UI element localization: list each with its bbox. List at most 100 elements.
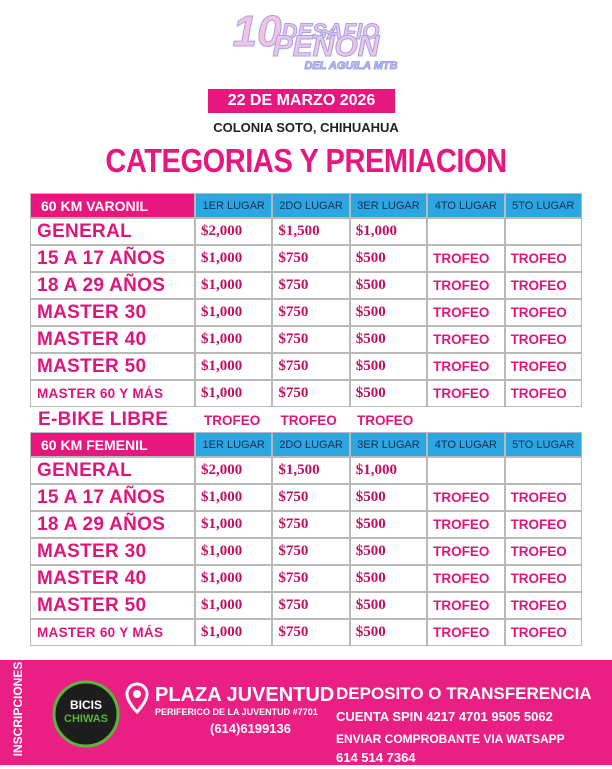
prize: $1,000 — [195, 565, 273, 592]
prize-table: 60 KM FEMENIL 1ER LUGAR 2DO LUGAR 3ER LUGAR… — [30, 432, 582, 646]
address: PERIFERICO DE LA JUVENTUD #7701 — [155, 707, 318, 717]
column-header: 4TO LUGAR — [427, 432, 505, 457]
prize: $1,000 — [195, 353, 273, 380]
prize: $750 — [272, 565, 350, 592]
prize: $500 — [349, 326, 428, 353]
instructions: ENVIAR COMPROBANTE VIA WATSAPP — [336, 732, 565, 746]
date-banner: 22 DE MARZO 2026 — [208, 89, 395, 113]
empty-cell — [504, 457, 582, 484]
logo-edition: 10 — [232, 7, 282, 56]
prize: TROFEO — [504, 272, 582, 299]
prize: $1,000 — [195, 245, 273, 272]
ebike-prize: TROFEO — [204, 413, 261, 428]
prize: TROFEO — [504, 245, 582, 272]
prize: TROFEO — [427, 592, 505, 619]
prize: TROFEO — [427, 299, 505, 326]
payment-title: DEPOSITO O TRANSFERENCIA — [336, 684, 592, 703]
prize: TROFEO — [427, 619, 505, 646]
prize: $500 — [349, 538, 428, 565]
prize: $1,000 — [195, 380, 273, 407]
category: 15 A 17 AÑOS — [30, 484, 195, 511]
prize: $1,000 — [195, 299, 273, 326]
prize: TROFEO — [504, 380, 582, 407]
logo-line1: DESAFIO — [281, 19, 380, 45]
empty-cell — [427, 218, 505, 245]
logo: 10DESAFIO — [0, 7, 612, 56]
table-row: GENERAL $2,000 $1,500 $1,000 — [30, 218, 582, 245]
category: MASTER 30 — [30, 299, 195, 326]
ebike-row: E-BIKE LIBRE TROFEO TROFEO TROFEO — [38, 409, 588, 433]
table-heading: 60 KM VARONIL — [30, 193, 195, 218]
category: MASTER 50 — [30, 592, 195, 619]
header-row: 60 KM FEMENIL 1ER LUGAR 2DO LUGAR 3ER LUGAR… — [30, 432, 582, 457]
column-header: 1ER LUGAR — [195, 432, 273, 457]
prize: $750 — [272, 245, 350, 272]
prize: $1,000 — [195, 326, 273, 353]
category: MASTER 40 — [30, 565, 195, 592]
prize: $500 — [349, 299, 428, 326]
table-row: MASTER 50 $1,000 $750 $500 TROFEO TROFEO — [30, 353, 582, 380]
prize: $750 — [272, 619, 350, 646]
prize: $500 — [349, 380, 428, 407]
prize: TROFEO — [427, 245, 505, 272]
column-header: 2DO LUGAR — [272, 193, 350, 218]
table-row: MASTER 60 Y MÁS $1,000 $750 $500 TROFEO TROFE… — [30, 380, 582, 407]
prize: TROFEO — [427, 380, 505, 407]
title: CATEGORIAS Y PREMIACION — [105, 142, 507, 179]
prize: $1,500 — [272, 457, 350, 484]
table-row: 18 A 29 AÑOS $1,000 $750 $500 TROFEO TROFEO — [30, 272, 582, 299]
prize: $750 — [272, 538, 350, 565]
column-header: 2DO LUGAR — [272, 432, 350, 457]
phone: (614)6199136 — [210, 721, 291, 736]
category: MASTER 50 — [30, 353, 195, 380]
category: MASTER 30 — [30, 538, 195, 565]
table-row: MASTER 30 $1,000 $750 $500 TROFEO TROFEO — [30, 299, 582, 326]
prize: $500 — [349, 484, 428, 511]
prize: TROFEO — [427, 353, 505, 380]
shop-name: CHIWAS — [64, 713, 108, 725]
column-header: 4TO LUGAR — [427, 193, 505, 218]
ebike-label: E-BIKE LIBRE — [38, 409, 169, 430]
prize: TROFEO — [427, 511, 505, 538]
prize: $750 — [272, 326, 350, 353]
prize-table: 60 KM VARONIL 1ER LUGAR 2DO LUGAR 3ER LUGAR… — [30, 193, 582, 407]
column-header: 5TO LUGAR — [504, 193, 582, 218]
prize: $1,000 — [195, 592, 273, 619]
prize: $500 — [349, 245, 428, 272]
prize: TROFEO — [504, 299, 582, 326]
category: GENERAL — [30, 457, 195, 484]
column-header: 3ER LUGAR — [349, 432, 428, 457]
prize: $500 — [349, 353, 428, 380]
prize: TROFEO — [504, 565, 582, 592]
prize: $2,000 — [195, 218, 273, 245]
side-label: INSCRIPCIONES — [11, 661, 25, 757]
table-row: 15 A 17 AÑOS $1,000 $750 $500 TROFEO TROFEO — [30, 484, 582, 511]
table-row: MASTER 40 $1,000 $750 $500 TROFEO TROFEO — [30, 326, 582, 353]
logo-line2: PEÑON — [272, 30, 380, 64]
prize: $750 — [272, 353, 350, 380]
prize: $1,000 — [349, 457, 428, 484]
category: GENERAL — [30, 218, 195, 245]
location: COLONIA SOTO, CHIHUAHUA — [213, 120, 399, 135]
prize: TROFEO — [427, 326, 505, 353]
column-header: 3ER LUGAR — [349, 193, 428, 218]
ebike-prize: TROFEO — [357, 413, 414, 428]
footer: INSCRIPCIONES BICIS CHIWAS PLAZA JUVENTU… — [0, 660, 612, 765]
logo-line3: DEL AGUILA MTB — [304, 60, 398, 73]
prize: TROFEO — [504, 592, 582, 619]
prize: $500 — [349, 272, 428, 299]
pin-icon — [125, 682, 149, 714]
prize: TROFEO — [504, 538, 582, 565]
prize: TROFEO — [427, 538, 505, 565]
prize: $500 — [349, 565, 428, 592]
prize: $1,000 — [195, 511, 273, 538]
prize: $750 — [272, 272, 350, 299]
prize: TROFEO — [504, 511, 582, 538]
whatsapp: 614 514 7364 — [336, 750, 416, 765]
header-row: 60 KM VARONIL 1ER LUGAR 2DO LUGAR 3ER LUGAR… — [30, 193, 582, 218]
prize: TROFEO — [504, 353, 582, 380]
prize: TROFEO — [504, 326, 582, 353]
prize: $1,000 — [195, 484, 273, 511]
prize: $750 — [272, 299, 350, 326]
prize: $1,500 — [272, 218, 350, 245]
